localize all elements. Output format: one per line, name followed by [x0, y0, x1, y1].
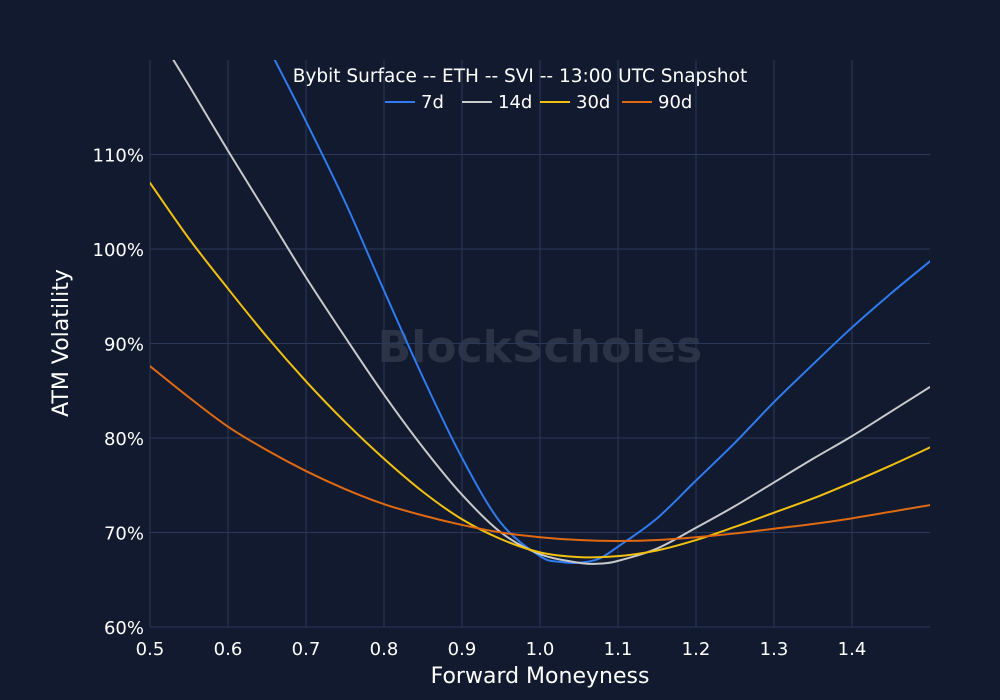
series-lines — [150, 60, 930, 565]
x-tick-label: 1.3 — [760, 639, 789, 660]
legend-item-14d[interactable]: 14d — [462, 92, 532, 113]
y-tick-label: 60% — [104, 618, 144, 639]
x-tick-label: 0.9 — [448, 639, 477, 660]
chart-title: Bybit Surface -- ETH -- SVI -- 13:00 UTC… — [293, 66, 747, 87]
x-tick-label: 1.0 — [526, 639, 555, 660]
x-tick-label: 1.4 — [838, 639, 867, 660]
x-tick-label: 0.8 — [370, 639, 399, 660]
y-tick-label: 90% — [104, 335, 144, 356]
x-tick-label: 1.1 — [604, 639, 633, 660]
legend-label: 14d — [498, 92, 532, 113]
x-axis-title: Forward Moneyness — [431, 664, 650, 689]
y-tick-label: 80% — [104, 429, 144, 450]
series-line-30d — [150, 181, 930, 559]
x-tick-label: 0.7 — [292, 639, 321, 660]
y-axis-title: ATM Volatility — [49, 269, 74, 417]
series-line-90d — [150, 365, 930, 543]
legend-item-30d[interactable]: 30d — [540, 92, 610, 113]
y-tick-label: 100% — [93, 240, 144, 261]
legend-label: 30d — [576, 92, 610, 113]
y-tick-label: 70% — [104, 524, 144, 545]
gridlines — [149, 60, 930, 628]
legend-label: 90d — [658, 92, 692, 113]
series-line-14d — [172, 60, 930, 565]
axis-ticks: 0.5 0.6 0.7 0.8 0.9 1.0 1.1 1.2 1.3 1.4 60% 70% 80% 9… — [93, 146, 867, 661]
legend-item-7d[interactable]: 7d — [385, 92, 444, 113]
x-tick-label: 0.5 — [136, 639, 165, 660]
x-tick-label: 0.6 — [214, 639, 243, 660]
legend-label: 7d — [421, 92, 444, 113]
x-tick-label: 1.2 — [682, 639, 711, 660]
legend-item-90d[interactable]: 90d — [622, 92, 692, 113]
y-tick-label: 110% — [93, 146, 144, 167]
legend[interactable]: 7d 14d 30d 90d — [385, 92, 692, 113]
